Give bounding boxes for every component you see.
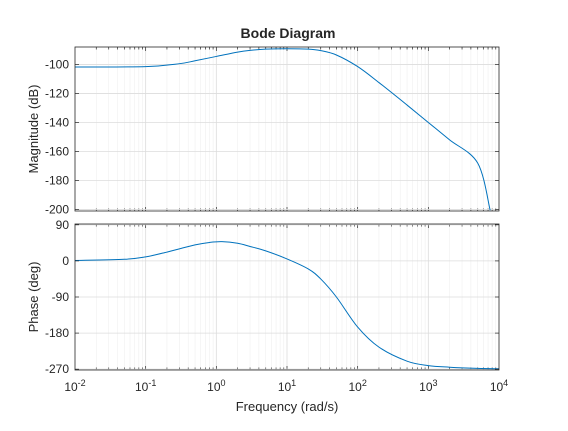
y-tick-label: -180 [45, 174, 69, 188]
phase-curve-group [74, 241, 500, 370]
x-tick-label: 10-2 [64, 378, 85, 394]
chart-title: Bode Diagram [241, 25, 336, 41]
y-tick-label: -200 [45, 203, 69, 217]
y-tick-label: -180 [45, 326, 69, 340]
magnitude-panel: -100 -120 -140 -160 -180 -200 Magnitude (dB) [26, 46, 500, 217]
magnitude-y-ticks: -100 -120 -140 -160 -180 -200 [45, 57, 499, 217]
x-tick-label: 103 [419, 378, 437, 394]
phase-panel: 90 0 -90 -180 -270 Phase (deg) [26, 218, 500, 376]
y-tick-label: 90 [56, 218, 70, 232]
phase-grid [75, 224, 499, 370]
x-tick-label: 10-1 [135, 378, 156, 394]
x-tick-label: 101 [278, 378, 296, 394]
x-tick-labels: 10-2 10-1 100 101 102 103 104 [64, 378, 508, 394]
magnitude-y-axis-label: Magnitude (dB) [26, 85, 41, 174]
y-tick-label: -140 [45, 115, 69, 129]
x-tick-label: 100 [207, 378, 225, 394]
x-tick-label: 104 [490, 378, 508, 394]
phase-y-axis-label: Phase (deg) [26, 262, 41, 333]
x-tick-label: 102 [348, 378, 366, 394]
magnitude-axes-box [74, 46, 500, 212]
y-tick-label: -270 [45, 362, 69, 376]
magnitude-curve-group [74, 48, 491, 211]
phase-y-ticks: 90 0 -90 -180 -270 [45, 218, 499, 376]
magnitude-curve [74, 48, 491, 211]
magnitude-grid [75, 47, 499, 211]
y-tick-label: -120 [45, 86, 69, 100]
phase-curve [74, 241, 500, 370]
y-tick-label: -100 [45, 57, 69, 71]
y-tick-label: -90 [52, 290, 70, 304]
y-tick-label: -160 [45, 144, 69, 158]
x-axis-label: Frequency (rad/s) [236, 399, 339, 414]
y-tick-label: 0 [62, 254, 69, 268]
